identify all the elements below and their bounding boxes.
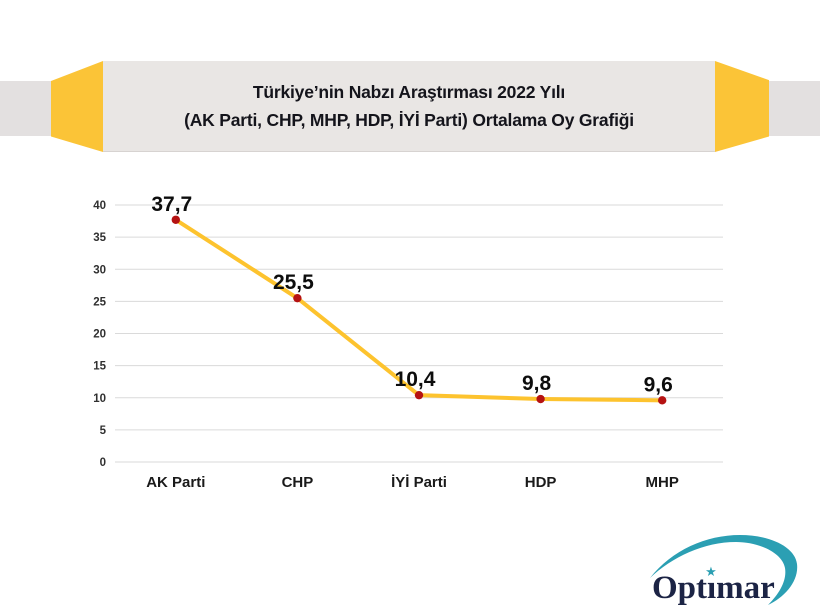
y-tick-label: 35 [93,232,106,244]
title-panel: Türkiye’nin Nabzı Araştırması 2022 Yılı … [103,61,715,152]
y-tick-label: 25 [93,296,106,308]
x-category-label: MHP [646,474,679,491]
y-tick-label: 0 [100,457,106,469]
vote-line-chart: 0 5 10 15 20 25 30 35 40 37,7 AK Parti 25,5 CHP 10,4 İ… [93,193,723,491]
x-category-label: İYİ Parti [391,474,447,491]
data-point-label: 37,7 [151,193,192,216]
x-category-label: CHP [282,474,314,491]
y-tick-label: 20 [93,329,106,341]
y-tick-label: 40 [93,200,106,212]
y-tick-label: 30 [93,264,106,276]
x-category-label: AK Parti [146,474,205,491]
y-tick-label: 5 [100,425,107,437]
logo-swoosh-icon [650,535,798,605]
data-point-label: 10,4 [395,368,436,391]
data-point-label: 25,5 [273,271,314,294]
data-point-marker [658,396,667,405]
optimar-logo: Optımar ★ [650,535,798,606]
y-tick-label: 15 [93,361,106,373]
x-category-label: HDP [525,474,557,491]
data-point-label: 9,6 [644,373,673,396]
logo-star-icon: ★ [705,564,717,579]
chart-title-line1: Türkiye’nin Nabzı Araştırması 2022 Yılı [252,82,566,102]
data-point-marker [171,215,180,224]
logo-wordmark: Optımar [652,570,775,606]
data-point-label: 9,8 [522,372,552,395]
data-point-marker [536,394,545,404]
data-point-marker [414,390,424,400]
chart-title-line2: (AK Parti, CHP, MHP, HDP, İYİ Parti) Ort… [184,110,634,130]
y-tick-label: 10 [93,393,106,405]
data-point-marker [293,293,302,303]
